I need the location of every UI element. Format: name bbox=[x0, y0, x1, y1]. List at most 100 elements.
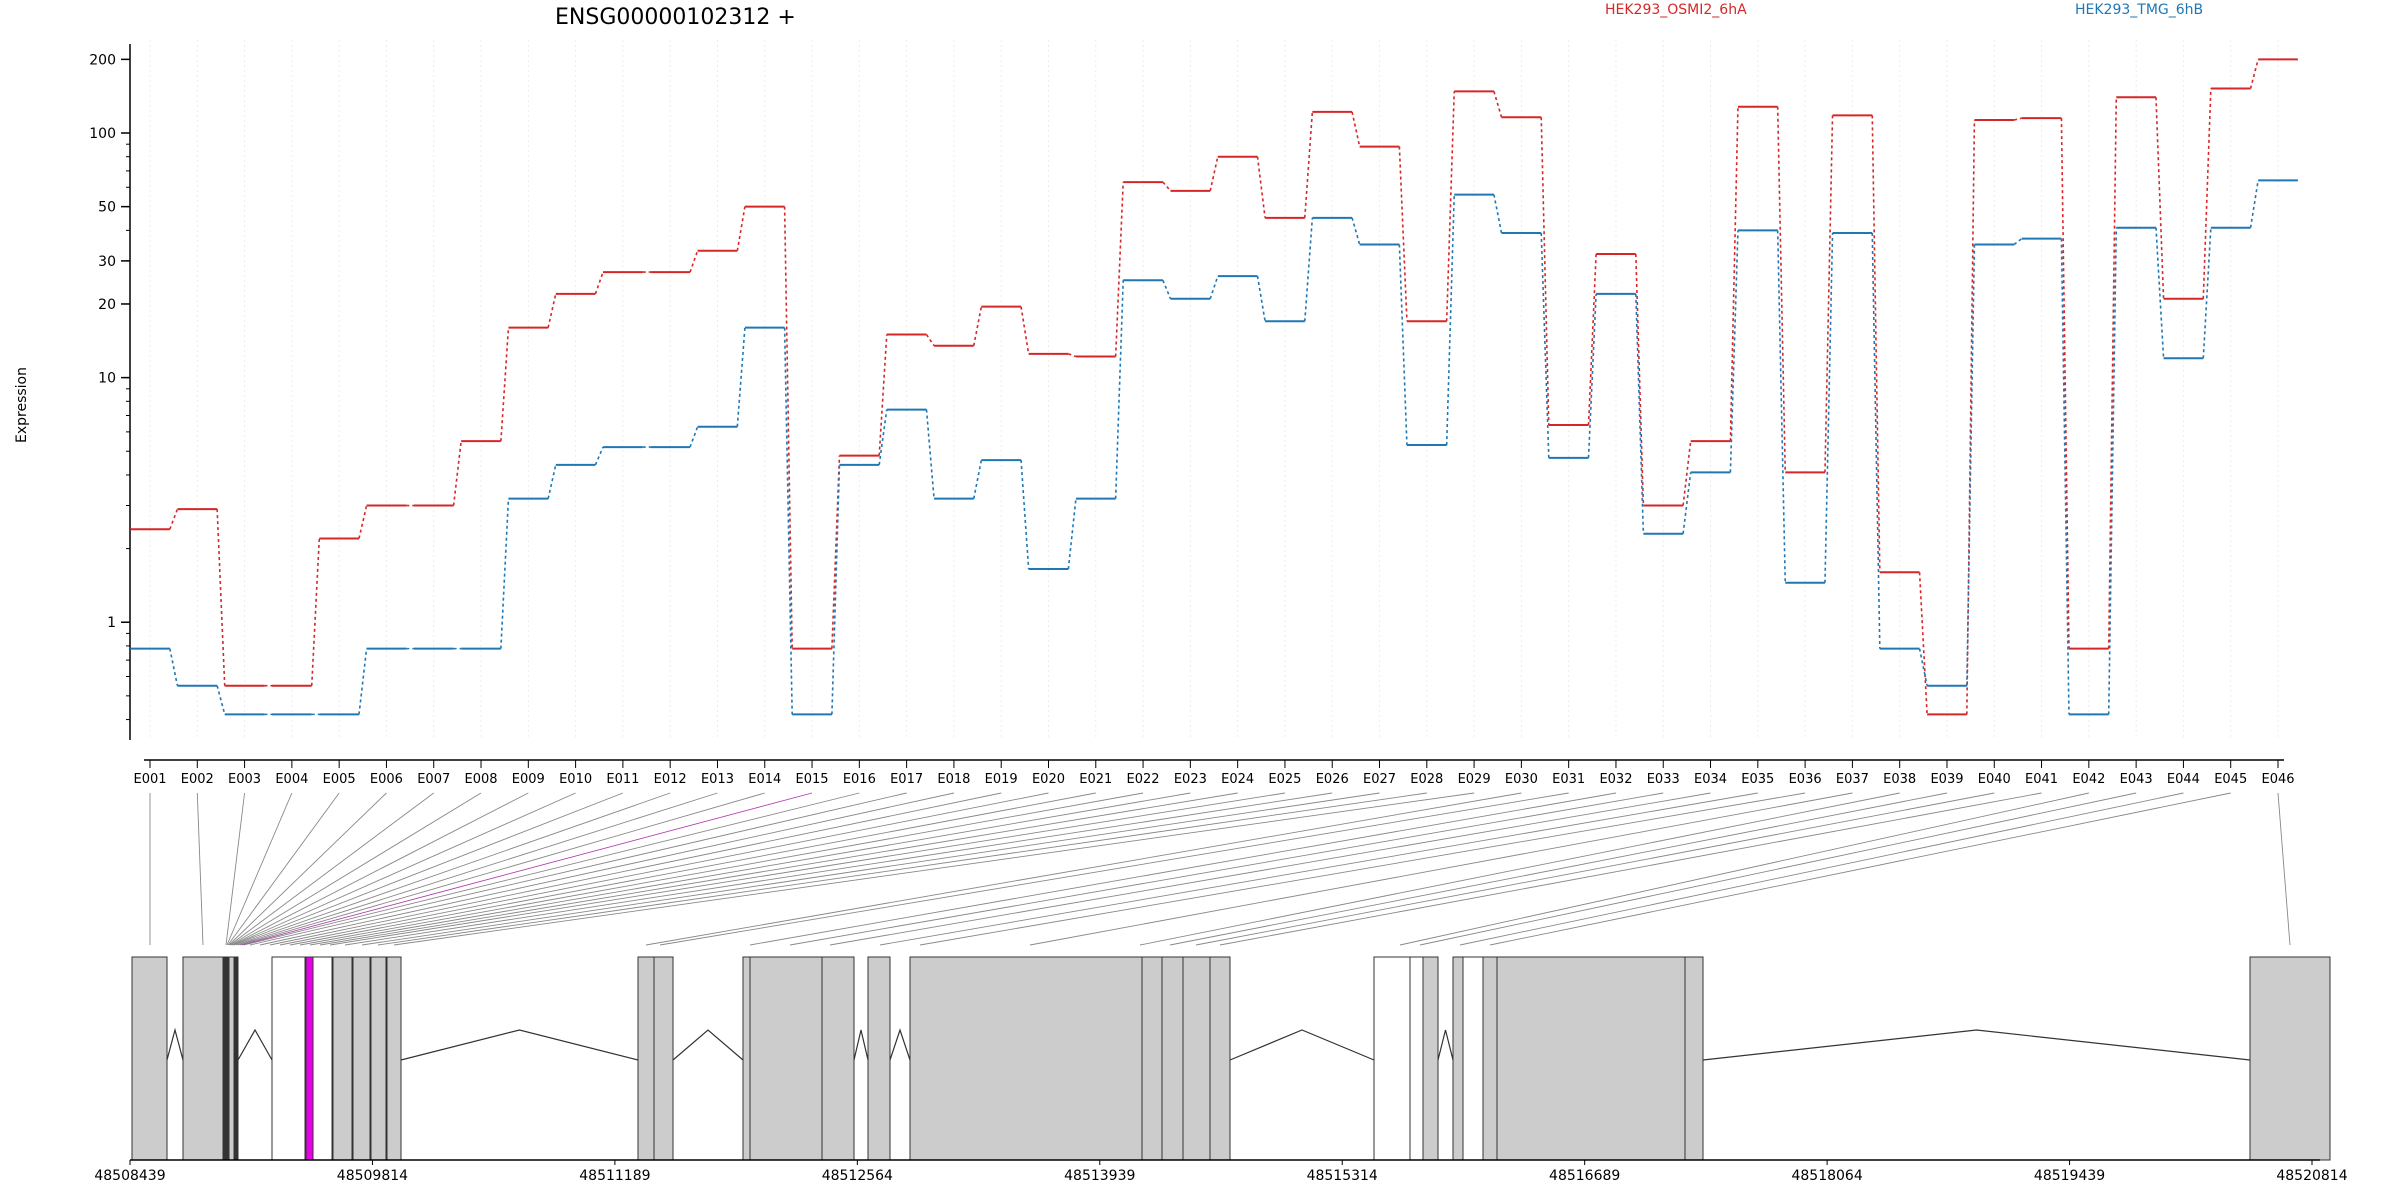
y-tick-label: 30 bbox=[98, 254, 116, 270]
x-tick-label: E002 bbox=[181, 772, 214, 787]
series-connector bbox=[2202, 88, 2212, 299]
intron-line bbox=[1229, 1029, 1375, 1061]
exon-block bbox=[1422, 956, 1439, 1161]
series-connector bbox=[452, 441, 462, 506]
series-connector bbox=[1682, 472, 1692, 534]
exon-block bbox=[1141, 956, 1163, 1161]
series-connector bbox=[1303, 217, 1314, 322]
genomic-tick-label: 48509814 bbox=[337, 1168, 408, 1184]
exon-connector bbox=[259, 792, 955, 946]
x-tick-label: E034 bbox=[1694, 772, 1727, 787]
exon-connector bbox=[225, 792, 246, 946]
y-tick-label: 10 bbox=[98, 371, 116, 387]
x-tick-label: E019 bbox=[985, 772, 1018, 787]
intron-line bbox=[237, 1028, 273, 1061]
series-connector bbox=[1351, 217, 1361, 245]
exon-block bbox=[182, 956, 224, 1161]
genomic-tick-label: 48515314 bbox=[1307, 1168, 1378, 1184]
series-connector bbox=[1776, 106, 1787, 473]
series-connector bbox=[1871, 115, 1881, 573]
x-axis: E001 E002 E003 E004 E005 E006 E007 E008 E009 E010… bbox=[133, 759, 2295, 787]
x-tick-label: E009 bbox=[512, 772, 545, 787]
y-tick-label: 1 bbox=[107, 615, 116, 631]
x-tick-label: E006 bbox=[370, 772, 403, 787]
y-tick-label: 50 bbox=[98, 200, 116, 216]
x-tick-label: E010 bbox=[559, 772, 592, 787]
series-connector bbox=[689, 250, 699, 273]
x-tick-label: E033 bbox=[1647, 772, 1680, 787]
series-connector bbox=[547, 293, 557, 328]
exon-connector bbox=[919, 792, 1806, 946]
exon-connector bbox=[279, 792, 1049, 946]
series-connector bbox=[1540, 233, 1550, 458]
intron-line bbox=[1437, 1029, 1454, 1061]
series-connector bbox=[925, 409, 935, 499]
series-connector bbox=[1398, 244, 1408, 446]
exon-block bbox=[370, 956, 387, 1161]
series-connector bbox=[2249, 59, 2259, 89]
x-tick-label: E016 bbox=[843, 772, 876, 787]
genomic-tick-label: 48516689 bbox=[1549, 1168, 1620, 1184]
series-connector bbox=[1303, 111, 1314, 218]
x-tick-label: E013 bbox=[701, 772, 734, 787]
intron-line bbox=[166, 1027, 184, 1061]
exon-connector bbox=[329, 792, 1286, 946]
exon-connector bbox=[1029, 792, 1853, 946]
exon-connector bbox=[232, 792, 576, 946]
x-tick-label: E014 bbox=[748, 772, 781, 787]
exon-connector bbox=[196, 792, 204, 946]
series-connector bbox=[2013, 237, 2023, 246]
series-connector bbox=[1256, 275, 1266, 322]
exon-connector bbox=[239, 792, 765, 946]
series-connector bbox=[1587, 293, 1597, 458]
y-axis: 1 10 20 30 50 100 200 bbox=[89, 44, 131, 740]
series-connector bbox=[1824, 233, 1834, 583]
series-connector bbox=[1587, 254, 1597, 426]
exon-block bbox=[1161, 956, 1184, 1161]
genomic-tick-label: 48519439 bbox=[2034, 1168, 2105, 1184]
x-tick-label: E004 bbox=[275, 772, 308, 787]
exon-block bbox=[653, 956, 674, 1161]
x-tick-label: E030 bbox=[1505, 772, 1538, 787]
x-tick-label: E045 bbox=[2214, 772, 2247, 787]
series-connector bbox=[216, 509, 226, 686]
series-connector bbox=[547, 464, 557, 499]
exon-block bbox=[821, 956, 855, 1161]
series-connector bbox=[1162, 181, 1172, 192]
x-tick-label: E022 bbox=[1127, 772, 1160, 787]
exon-block bbox=[867, 956, 891, 1161]
exon-block bbox=[909, 956, 1143, 1161]
x-tick-label: E031 bbox=[1552, 772, 1585, 787]
series-connector bbox=[216, 685, 226, 715]
series-connector bbox=[783, 206, 793, 649]
series-connector bbox=[358, 505, 368, 539]
exon-connector bbox=[1399, 792, 2089, 946]
exon-connector bbox=[1459, 792, 2184, 946]
x-tick-label: E021 bbox=[1079, 772, 1112, 787]
genomic-tick-label: 48508439 bbox=[94, 1168, 165, 1184]
series-connector bbox=[500, 498, 510, 649]
series-connector bbox=[1067, 498, 1077, 570]
series-connector bbox=[783, 327, 793, 715]
series-connector bbox=[2107, 227, 2118, 715]
series-connector bbox=[1351, 111, 1361, 147]
series-connector bbox=[1114, 280, 1125, 499]
x-tick-label: E035 bbox=[1741, 772, 1774, 787]
exon-connector bbox=[1139, 792, 1900, 946]
series-connector bbox=[1256, 156, 1266, 218]
x-tick-label: E029 bbox=[1458, 772, 1491, 787]
exon-block bbox=[305, 956, 314, 1161]
series-connector bbox=[878, 334, 888, 456]
exon-connector bbox=[243, 792, 860, 946]
series-connector bbox=[1398, 146, 1408, 322]
exon-connector bbox=[1195, 792, 1995, 946]
x-tick-label: E044 bbox=[2167, 772, 2200, 787]
exon-block bbox=[233, 956, 239, 1161]
exon-connector bbox=[299, 792, 1144, 946]
intron-line bbox=[400, 1029, 639, 1061]
series-connector bbox=[972, 459, 983, 499]
series-connector bbox=[1068, 353, 1077, 358]
exon-block bbox=[742, 956, 751, 1161]
series-connector bbox=[1918, 572, 1928, 715]
series-layer bbox=[130, 58, 2298, 716]
